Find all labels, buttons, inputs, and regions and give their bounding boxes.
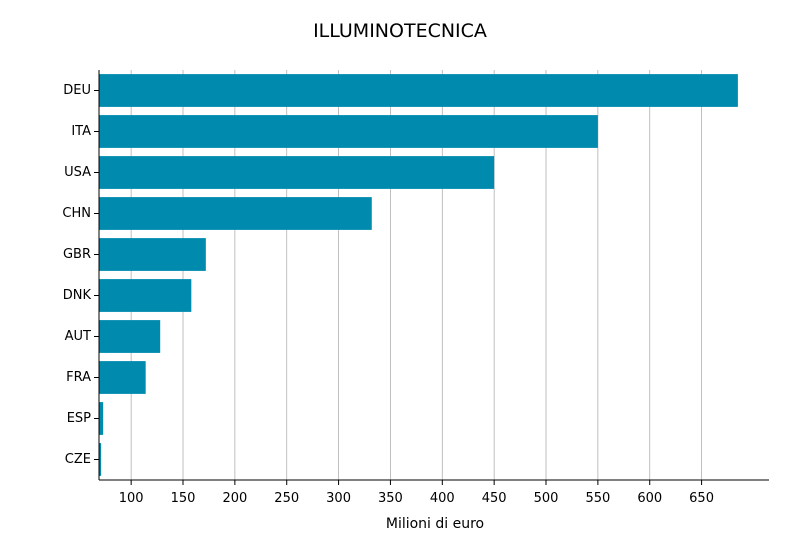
bar-dnk xyxy=(99,279,192,312)
bar-usa xyxy=(99,156,495,189)
bar-esp xyxy=(99,402,104,435)
bar-deu xyxy=(99,74,738,107)
y-tick-label-gbr: GBR xyxy=(63,247,91,262)
y-tick-label-ita: ITA xyxy=(71,124,91,139)
y-tick-label-chn: CHN xyxy=(62,206,91,221)
x-tick-label: 650 xyxy=(689,491,714,506)
chart-title: ILLUMINOTECNICA xyxy=(313,20,487,42)
x-tick-label: 500 xyxy=(534,491,559,506)
y-tick-label-deu: DEU xyxy=(63,83,91,98)
x-tick-label: 550 xyxy=(585,491,610,506)
bars xyxy=(99,74,738,476)
x-tick-label: 400 xyxy=(430,491,455,506)
gridlines xyxy=(130,70,702,480)
y-tick-label-dnk: DNK xyxy=(63,288,92,303)
x-tick-label: 250 xyxy=(274,491,299,506)
x-tick-label: 150 xyxy=(171,491,196,506)
x-axis-label: Milioni di euro xyxy=(385,516,485,532)
y-tick-label-aut: AUT xyxy=(65,329,91,344)
bar-ita xyxy=(99,115,598,148)
bar-cze xyxy=(99,443,102,476)
x-tick-label: 100 xyxy=(119,491,144,506)
x-tick-label: 300 xyxy=(326,491,351,506)
y-tick-label-usa: USA xyxy=(64,165,91,180)
x-tick-label: 600 xyxy=(637,491,662,506)
bar-fra xyxy=(99,361,146,394)
x-tick-label: 450 xyxy=(482,491,507,506)
axes: 100 150 200 250 300 350 400 450 500 550 600 650 DEU I… xyxy=(62,70,769,506)
bar-aut xyxy=(99,320,161,353)
y-tick-label-fra: FRA xyxy=(66,370,91,385)
x-tick-label: 350 xyxy=(378,491,403,506)
bar-gbr xyxy=(99,238,206,271)
bar-chn xyxy=(99,197,372,230)
y-tick-label-cze: CZE xyxy=(65,452,91,467)
x-tick-label: 200 xyxy=(222,491,247,506)
y-tick-label-esp: ESP xyxy=(67,411,91,426)
